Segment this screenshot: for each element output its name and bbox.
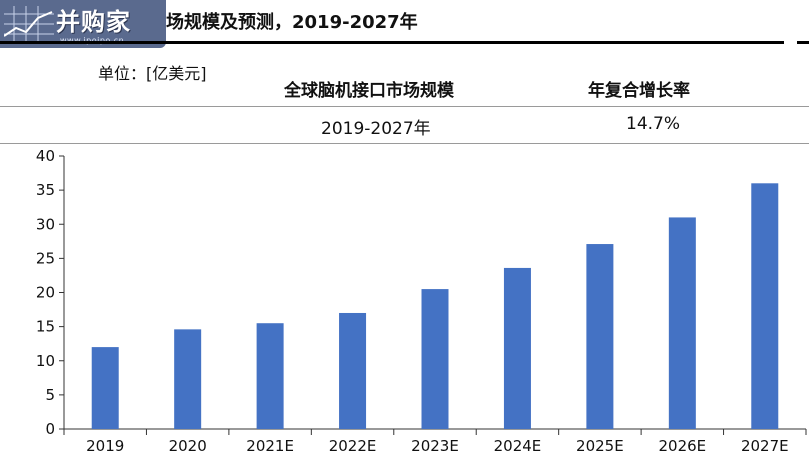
- title-rule: [0, 41, 784, 44]
- y-tick-label: 5: [45, 386, 55, 404]
- logo-text: 并购家: [56, 8, 131, 36]
- y-tick-label: 25: [36, 249, 55, 267]
- x-tick-label: 2020: [169, 437, 207, 455]
- x-tick-label: 2019: [86, 437, 124, 455]
- bar: [91, 347, 119, 429]
- chart-grid-icon: [4, 6, 54, 42]
- x-tick-label: 2023E: [411, 437, 459, 455]
- bar-chart: 0 5 10 15 20 25 30 35 40 2019 2020 2021E 2022E 2023E 2…: [36, 147, 807, 455]
- x-tick-label: 2022E: [329, 437, 377, 455]
- bar: [668, 217, 696, 429]
- x-tick-label: 2026E: [659, 437, 707, 455]
- table-divider: [0, 106, 809, 107]
- page-title: 场规模及预测，2019-2027年: [166, 12, 418, 33]
- x-tick-label: 2025E: [576, 437, 624, 455]
- bar: [751, 183, 779, 429]
- x-tick-label: 2024E: [494, 437, 542, 455]
- table-header-market-size: 全球脑机接口市场规模: [284, 81, 454, 101]
- bar: [586, 244, 614, 429]
- bar: [339, 312, 367, 429]
- bar: [174, 329, 202, 429]
- x-tick-label: 2021E: [246, 437, 294, 455]
- y-tick-label: 30: [36, 215, 55, 233]
- y-tick-label: 40: [36, 147, 55, 165]
- y-tick-label: 15: [36, 318, 55, 336]
- y-tick-label: 10: [36, 352, 55, 370]
- bar: [503, 267, 531, 429]
- logo-url: www.ipoipo.cn: [60, 36, 124, 45]
- table-cell-period: 2019-2027年: [321, 119, 431, 139]
- bar: [256, 323, 284, 429]
- title-rule-end: [797, 41, 809, 44]
- y-tick-label: 35: [36, 181, 55, 199]
- unit-label: 单位：[亿美元]: [98, 64, 207, 83]
- bar: [421, 289, 449, 429]
- x-tick-label: 2027E: [741, 437, 789, 455]
- y-tick-label: 0: [45, 420, 55, 438]
- table-divider: [0, 143, 809, 144]
- watermark-logo: 并购家 www.ipoipo.cn: [0, 0, 166, 48]
- table-cell-cagr: 14.7%: [626, 114, 681, 134]
- table-header-cagr: 年复合增长率: [588, 81, 690, 101]
- y-tick-label: 20: [36, 284, 55, 302]
